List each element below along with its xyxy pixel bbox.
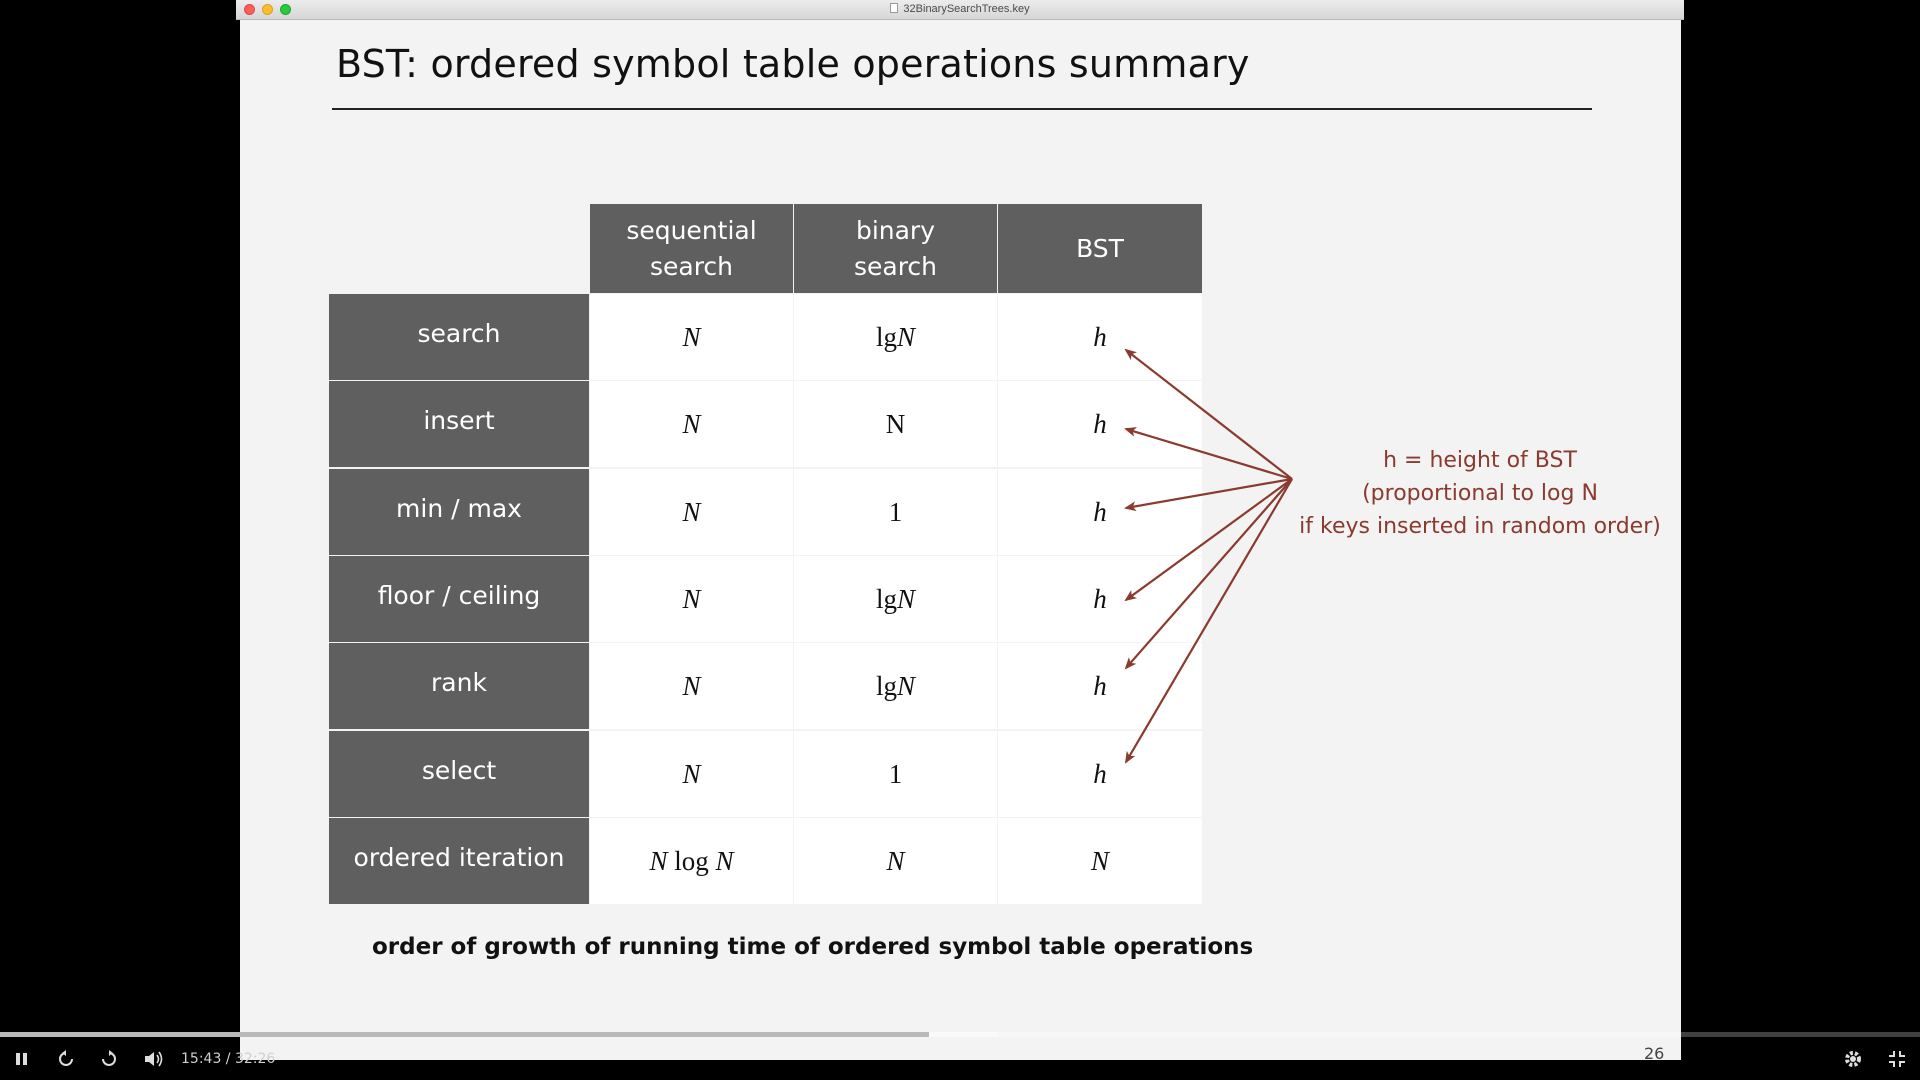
note-line-3: if keys inserted in random order) (1299, 514, 1661, 539)
cell-italic-text: h (1093, 583, 1107, 614)
table-cell: N (794, 818, 997, 904)
column-header-line: sequential (626, 215, 757, 245)
cell-text: N (715, 845, 734, 876)
progress-played (0, 1032, 930, 1037)
table-cell: h (998, 469, 1202, 555)
table-cell: lg N (794, 556, 997, 642)
document-icon (890, 3, 899, 13)
column-header: BST (998, 204, 1202, 293)
cell-italic-text: N (682, 670, 701, 701)
row-header: rank (329, 643, 589, 729)
cell-italic-text: N (886, 845, 905, 876)
row-header: select (329, 731, 589, 817)
cell-italic-text: h (1093, 408, 1107, 439)
row-header: min / max (329, 469, 589, 555)
window-title: 32BinarySearchTrees.key (236, 3, 1684, 15)
cell-italic-text: N (682, 321, 701, 352)
forward-icon[interactable] (98, 1048, 120, 1070)
table-caption: order of growth of running time of order… (372, 934, 1254, 960)
table-cell: h (998, 731, 1202, 817)
note-line-2: (proportional to log N (1362, 481, 1598, 506)
column-header: sequential search (590, 204, 793, 293)
cell-text: 1 (888, 758, 903, 789)
minimize-window-button[interactable] (262, 4, 273, 15)
progress-bar[interactable] (0, 1032, 1920, 1037)
table-cell: N log N (590, 818, 793, 904)
gear-icon[interactable] (1842, 1048, 1864, 1070)
window-titlebar: 32BinarySearchTrees.key (236, 0, 1684, 20)
table-cell: h (998, 294, 1202, 380)
rewind-icon[interactable] (55, 1048, 77, 1070)
table-cell: lg N (794, 294, 997, 380)
cell-italic-text: N (682, 496, 701, 527)
table-cell: N (590, 556, 793, 642)
cell-italic-text: N (897, 670, 916, 701)
video-controls: 15:43 / 32:26 (0, 1032, 1920, 1080)
title-divider (332, 108, 1592, 110)
column-header-label: BST (1076, 231, 1124, 267)
exit-fullscreen-icon[interactable] (1886, 1048, 1908, 1070)
column-header: binary search (794, 204, 997, 293)
window-title-text: 32BinarySearchTrees.key (903, 3, 1030, 15)
cell-italic-text: N (1090, 845, 1109, 876)
table-cell: 1 (794, 731, 997, 817)
cell-text: lg (875, 321, 897, 352)
cell-italic-text: h (1093, 496, 1107, 527)
column-header-line: binary (855, 215, 936, 245)
pause-icon[interactable] (11, 1048, 33, 1070)
cell-text: 1 (888, 496, 903, 527)
row-header: search (329, 294, 589, 380)
table-cell: N (794, 381, 997, 467)
close-window-button[interactable] (244, 4, 255, 15)
table-cell: h (998, 643, 1202, 729)
cell-italic-text: N (682, 758, 701, 789)
table-cell: N (590, 469, 793, 555)
column-header-line: BST (1076, 233, 1124, 263)
table-cell: h (998, 381, 1202, 467)
cell-text: N log N (649, 846, 733, 877)
cell-text: N (885, 408, 906, 439)
table-cell: h (998, 556, 1202, 642)
column-header-line: search (649, 251, 734, 281)
column-header-label: binary search (854, 213, 937, 285)
table-cell: N (590, 381, 793, 467)
cell-italic-text: N (682, 408, 701, 439)
bst-height-note: h = height of BST (proportional to log N… (1290, 444, 1670, 543)
cell-italic-text: N (897, 583, 916, 614)
row-header: ordered iteration (329, 818, 589, 904)
table-cell: N (590, 643, 793, 729)
cell-text: lg (875, 670, 897, 701)
cell-text: log (667, 845, 716, 876)
table-cell: 1 (794, 469, 997, 555)
cell-italic-text: h (1093, 321, 1107, 352)
zoom-window-button[interactable] (280, 4, 291, 15)
cell-italic-text: h (1093, 670, 1107, 701)
table-cell: N (998, 818, 1202, 904)
note-line-1: h = height of BST (1383, 448, 1577, 473)
column-header-label: sequential search (626, 213, 756, 285)
row-header: floor / ceiling (329, 556, 589, 642)
table-cell: N (590, 294, 793, 380)
volume-icon[interactable] (142, 1048, 164, 1070)
cell-text: lg (875, 583, 897, 614)
table-cell: N (590, 731, 793, 817)
time-readout: 15:43 / 32:26 (181, 1051, 276, 1067)
table-cell: lg N (794, 643, 997, 729)
slide-title: BST: ordered symbol table operations sum… (336, 42, 1250, 86)
column-header-line: search (853, 251, 938, 281)
slide-page-number: 26 (1644, 1044, 1665, 1063)
cell-italic-text: N (897, 321, 916, 352)
slide: BST: ordered symbol table operations sum… (240, 20, 1681, 1063)
cell-text: N (649, 845, 668, 876)
cell-italic-text: h (1093, 758, 1107, 789)
row-header: insert (329, 381, 589, 467)
cell-italic-text: N (682, 583, 701, 614)
